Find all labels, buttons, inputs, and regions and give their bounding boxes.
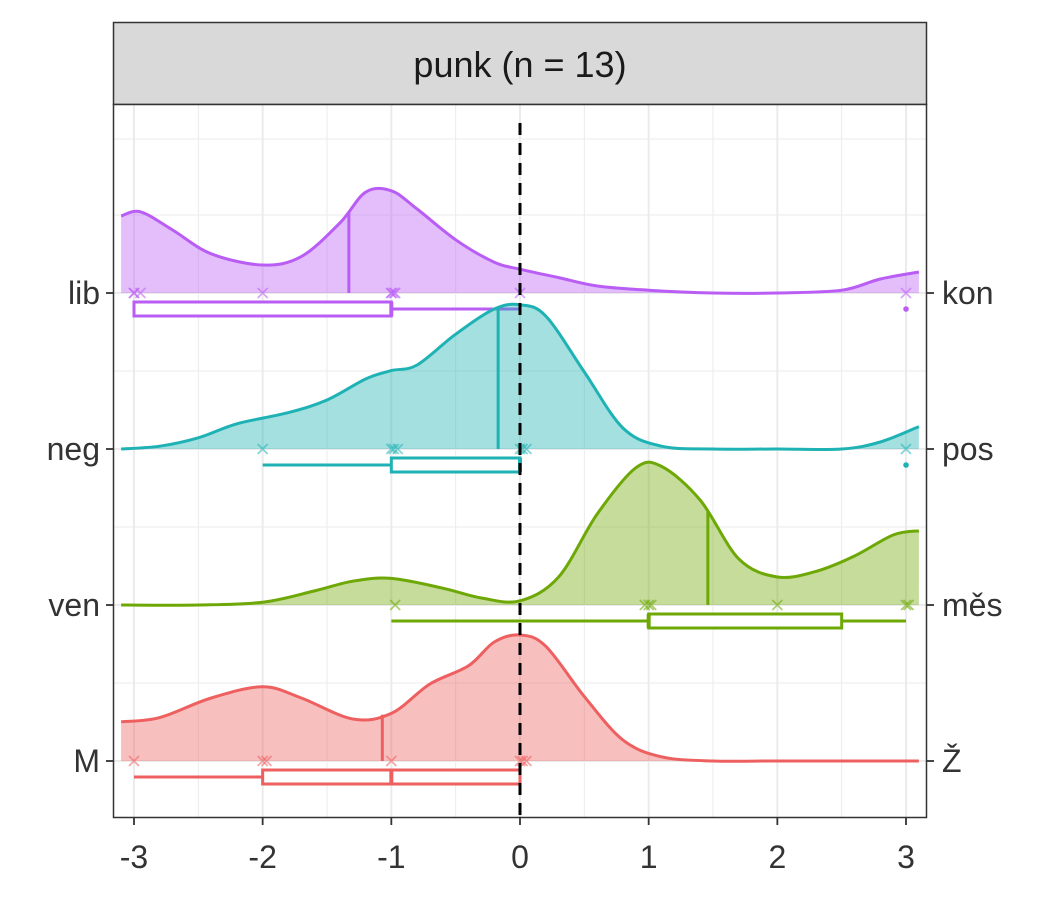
data-point — [260, 755, 273, 767]
series-lib-kon — [120, 186, 920, 318]
y-tick-label-right: pos — [942, 431, 994, 467]
density-line — [120, 633, 919, 763]
data-point — [257, 287, 269, 299]
x-tick-label: 3 — [897, 839, 915, 875]
series-neg-pos — [121, 302, 920, 474]
y-tick-label-right: kon — [942, 275, 994, 311]
data-point — [771, 599, 783, 611]
data-point — [643, 599, 655, 611]
y-tick-label-left: lib — [68, 275, 100, 311]
y-tick-label-left: neg — [47, 431, 100, 467]
data-point — [900, 443, 912, 455]
data-point — [128, 755, 140, 767]
y-tick-label-right: měs — [942, 587, 1002, 623]
series-ven-měs — [121, 460, 920, 630]
density-line — [120, 186, 920, 295]
data-point — [902, 599, 915, 611]
density-line — [121, 302, 920, 452]
x-tick-label: 1 — [640, 839, 658, 875]
x-tick-label: -2 — [248, 839, 276, 875]
box-iqr — [389, 456, 522, 474]
data-point — [134, 287, 147, 299]
axes: -3 -2 -1 0 1 2 3 lib kon neg pos ven měs M Ž — [47, 275, 1003, 875]
facet-title: punk (n = 13) — [413, 44, 626, 85]
series-layer — [120, 186, 920, 786]
y-tick-label-left: M — [73, 743, 100, 779]
data-point — [385, 755, 397, 767]
x-tick-label: -1 — [377, 839, 405, 875]
box-outlier — [903, 306, 909, 312]
series-M-Ž — [120, 633, 919, 786]
y-tick-label-left: ven — [48, 587, 100, 623]
density-area — [121, 188, 919, 294]
data-point — [520, 755, 533, 767]
density-line — [121, 460, 920, 607]
box-iqr — [647, 612, 844, 630]
data-point — [385, 287, 397, 299]
y-tick-label-right: Ž — [942, 743, 962, 779]
data-point — [645, 599, 657, 611]
x-tick-label: -3 — [120, 839, 148, 875]
data-point — [257, 755, 269, 767]
density-area — [121, 462, 919, 606]
density-area — [121, 634, 919, 762]
data-point — [900, 287, 912, 299]
density-area — [121, 304, 919, 450]
data-point — [388, 443, 400, 455]
data-point — [900, 599, 912, 611]
box-iqr — [132, 300, 393, 318]
data-point — [389, 599, 401, 611]
data-point — [257, 443, 269, 455]
data-point — [389, 287, 401, 299]
data-point — [388, 287, 400, 299]
x-tick-label: 0 — [511, 839, 529, 875]
x-tick-label: 2 — [768, 839, 786, 875]
data-point — [392, 443, 404, 455]
data-point — [520, 443, 533, 455]
strip-background — [112, 21, 928, 106]
box-outlier — [903, 462, 909, 468]
